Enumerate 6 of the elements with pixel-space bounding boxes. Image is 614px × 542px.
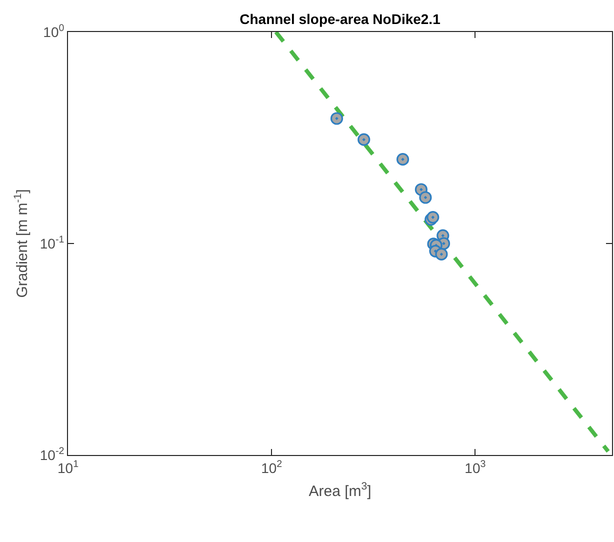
y-tick-label: 10$^{-1}$	[40, 234, 64, 252]
chart-title: Channel slope-area NoDike2.1	[240, 10, 441, 27]
x-tick-label: 10$^{3}$	[464, 458, 486, 476]
x-tick-label: 10$^{2}$	[261, 458, 282, 476]
x-axis-title: Area [m$^{3}$]	[308, 480, 372, 500]
y-tick-label: 10$^{0}$	[43, 23, 65, 40]
